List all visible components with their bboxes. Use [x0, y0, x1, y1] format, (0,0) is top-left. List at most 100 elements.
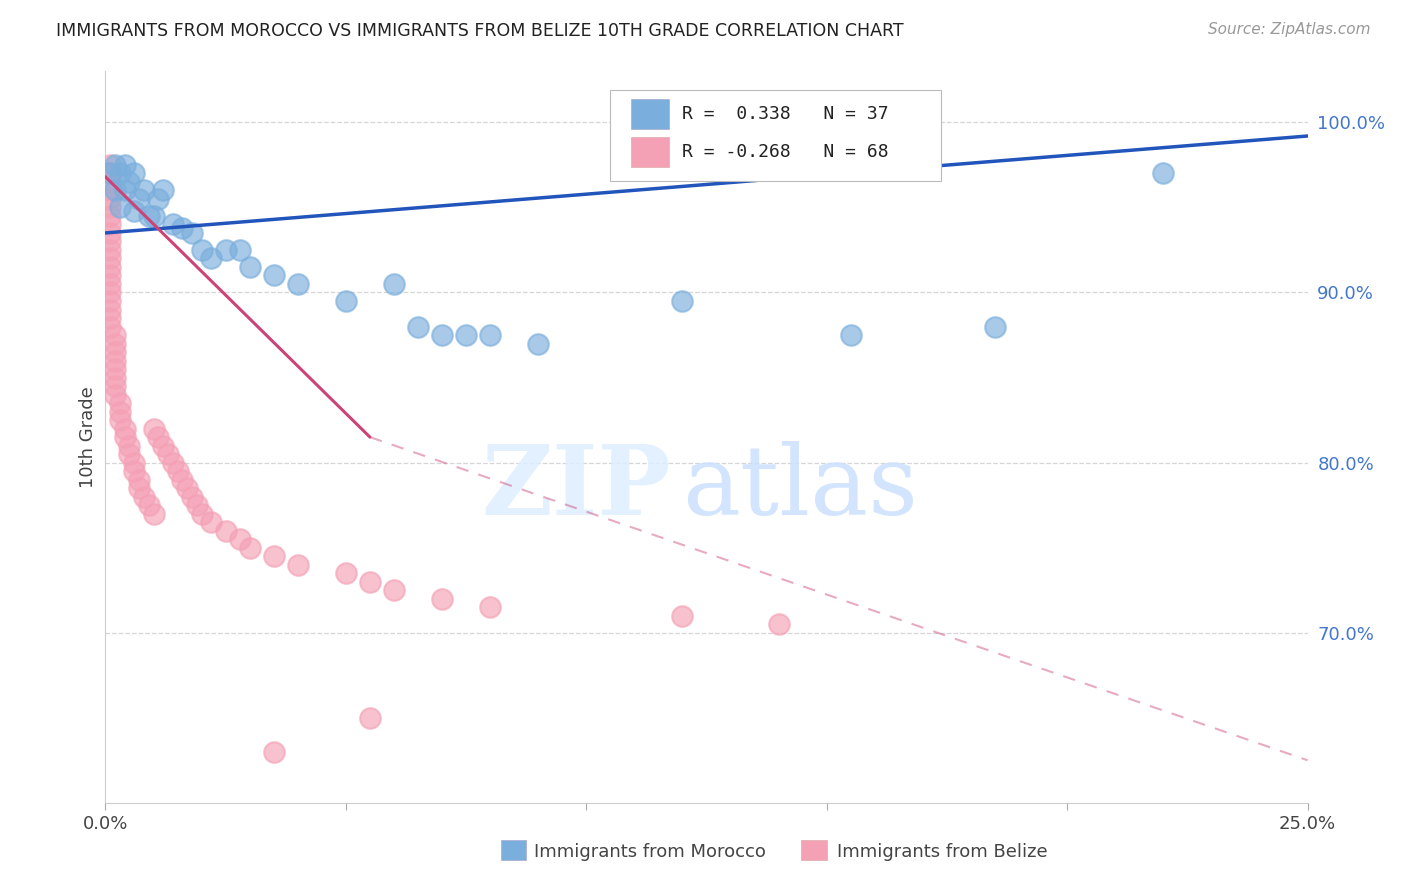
Point — [359, 711, 381, 725]
Point — [181, 226, 204, 240]
Point — [118, 447, 141, 461]
Point — [98, 302, 121, 317]
Point — [108, 413, 131, 427]
Text: R = -0.268   N = 68: R = -0.268 N = 68 — [682, 143, 889, 161]
Point — [263, 268, 285, 283]
Point — [229, 532, 252, 546]
Point — [382, 277, 405, 291]
Point — [98, 209, 121, 223]
Point — [181, 490, 204, 504]
Point — [124, 166, 146, 180]
Point — [98, 293, 121, 308]
Point — [142, 209, 165, 223]
Text: atlas: atlas — [682, 442, 918, 535]
Point — [114, 421, 136, 435]
Point — [98, 260, 121, 274]
Point — [382, 583, 405, 598]
Point — [148, 192, 170, 206]
Point — [104, 345, 127, 359]
Point — [114, 183, 136, 197]
Point — [128, 481, 150, 495]
Point — [108, 201, 131, 215]
Point — [335, 566, 357, 581]
Point — [128, 192, 150, 206]
Point — [229, 243, 252, 257]
Point — [200, 252, 222, 266]
Point — [479, 600, 502, 615]
Point — [98, 158, 121, 172]
Point — [114, 430, 136, 444]
Point — [98, 252, 121, 266]
Point — [239, 260, 262, 274]
Point — [132, 490, 155, 504]
Point — [108, 396, 131, 410]
Point — [839, 328, 862, 343]
Point — [98, 166, 121, 180]
Point — [359, 574, 381, 589]
Point — [98, 218, 121, 232]
Text: IMMIGRANTS FROM MOROCCO VS IMMIGRANTS FROM BELIZE 10TH GRADE CORRELATION CHART: IMMIGRANTS FROM MOROCCO VS IMMIGRANTS FR… — [56, 22, 904, 40]
Point — [406, 319, 429, 334]
Point — [148, 430, 170, 444]
Point — [128, 473, 150, 487]
Point — [98, 268, 121, 283]
Point — [527, 336, 550, 351]
Point — [671, 608, 693, 623]
Point — [104, 353, 127, 368]
Point — [104, 370, 127, 384]
Point — [263, 745, 285, 759]
Point — [142, 421, 165, 435]
Point — [98, 285, 121, 300]
Point — [186, 498, 208, 512]
Point — [104, 328, 127, 343]
Point — [152, 183, 174, 197]
Bar — [631, 136, 669, 168]
Point — [190, 243, 212, 257]
Point — [214, 524, 236, 538]
Point — [118, 175, 141, 189]
Point — [138, 498, 160, 512]
Point — [142, 507, 165, 521]
Point — [124, 203, 146, 218]
Point — [156, 447, 179, 461]
Text: R =  0.338   N = 37: R = 0.338 N = 37 — [682, 105, 889, 123]
Bar — [501, 840, 526, 860]
Point — [162, 218, 184, 232]
Point — [200, 515, 222, 529]
Point — [335, 293, 357, 308]
Point — [152, 439, 174, 453]
Point — [108, 166, 131, 180]
Point — [104, 362, 127, 376]
Point — [108, 404, 131, 418]
Point — [104, 158, 127, 172]
Point — [104, 183, 127, 197]
Point — [98, 235, 121, 249]
Point — [114, 158, 136, 172]
Y-axis label: 10th Grade: 10th Grade — [79, 386, 97, 488]
Point — [172, 473, 194, 487]
Point — [104, 379, 127, 393]
Point — [263, 549, 285, 563]
Point — [176, 481, 198, 495]
Point — [124, 464, 146, 478]
Point — [124, 456, 146, 470]
Point — [104, 336, 127, 351]
Point — [162, 456, 184, 470]
Point — [98, 226, 121, 240]
Text: Immigrants from Morocco: Immigrants from Morocco — [534, 843, 766, 861]
Text: ZIP: ZIP — [481, 442, 671, 535]
Point — [98, 243, 121, 257]
Point — [287, 558, 309, 572]
Point — [104, 387, 127, 401]
Bar — [801, 840, 827, 860]
Point — [430, 328, 453, 343]
Point — [98, 183, 121, 197]
Point — [132, 183, 155, 197]
Point — [190, 507, 212, 521]
Point — [98, 166, 121, 180]
Text: Immigrants from Belize: Immigrants from Belize — [837, 843, 1047, 861]
Point — [98, 201, 121, 215]
Point — [166, 464, 188, 478]
Point — [98, 175, 121, 189]
Point — [239, 541, 262, 555]
